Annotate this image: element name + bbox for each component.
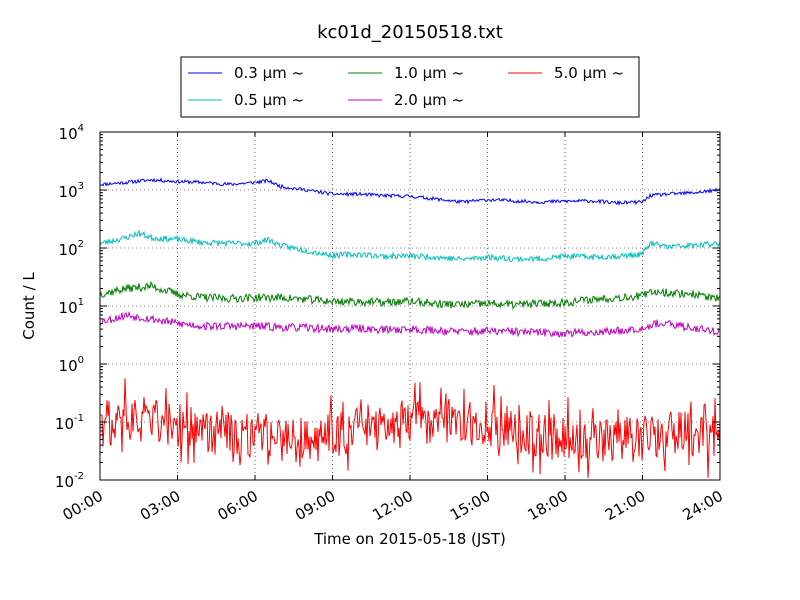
series-line-2: [100, 280, 720, 311]
chart-title: kc01d_20150518.txt: [317, 22, 503, 43]
series-lines: [100, 177, 720, 479]
legend-label: 0.3 μm ~: [234, 64, 304, 82]
y-tick-label: 10-2: [55, 471, 84, 491]
x-tick-label: 00:00: [60, 487, 106, 524]
legend-label: 1.0 μm ~: [394, 64, 464, 82]
legend-label: 0.5 μm ~: [234, 91, 304, 109]
legend-label: 2.0 μm ~: [394, 91, 464, 109]
x-tick-label: 03:00: [137, 487, 183, 524]
series-line-3: [100, 310, 720, 338]
axis-ticks: [99, 131, 721, 481]
legend: 0.3 μm ~ 0.5 μm ~ 1.0 μm ~ 2.0 μm ~ 5.0 μm ~: [180, 56, 640, 118]
x-tick-label: 12:00: [370, 487, 416, 524]
y-tick-label: 10-1: [55, 413, 84, 433]
x-tick-label: 21:00: [602, 487, 648, 524]
legend-box: [180, 56, 640, 118]
series-line-4: [100, 378, 720, 479]
y-tick-label: 102: [59, 239, 84, 259]
series-line-0: [100, 177, 720, 206]
x-axis-label: Time on 2015-05-18 (JST): [313, 530, 506, 548]
x-tick-label: 18:00: [525, 487, 571, 524]
x-tick-label: 24:00: [680, 487, 726, 524]
x-tick-labels: 00:00 03:00 06:00 09:00 12:00 15:00 18:00 21:00…: [60, 487, 726, 524]
y-tick-label: 100: [59, 355, 84, 375]
y-tick-label: 104: [59, 123, 84, 143]
series-line-1: [100, 229, 720, 263]
x-tick-label: 09:00: [292, 487, 338, 524]
y-tick-labels: 10-2 10-1 100 101 102 103 104: [55, 123, 84, 491]
x-tick-label: 15:00: [447, 487, 493, 524]
x-tick-label: 06:00: [215, 487, 261, 524]
legend-label: 5.0 μm ~: [554, 64, 624, 82]
y-tick-label: 101: [59, 297, 84, 317]
y-tick-label: 103: [59, 181, 84, 201]
gridlines: [100, 132, 720, 480]
y-axis-label: Count / L: [20, 272, 38, 340]
